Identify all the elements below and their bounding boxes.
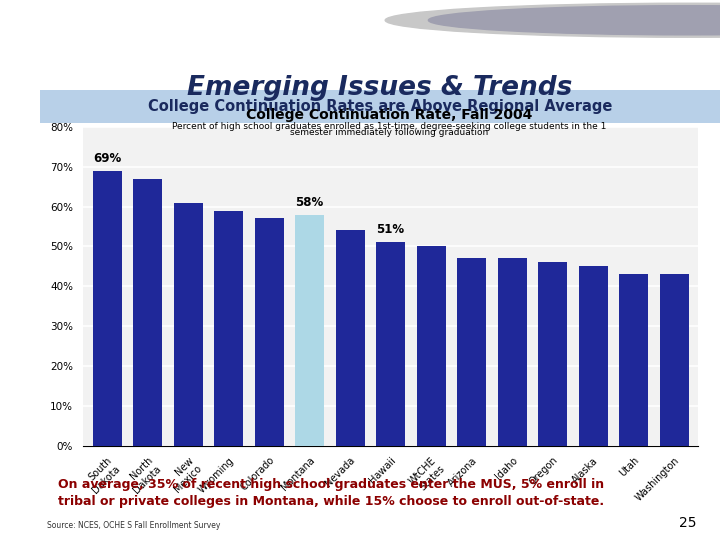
Circle shape: [385, 3, 720, 37]
Text: Percent of high school graduates enrolled as 1st-time, degree-seeking college st: Percent of high school graduates enrolle…: [171, 122, 606, 131]
Bar: [660, 274, 689, 446]
Text: College Continuation Rates are Above Regional Average: College Continuation Rates are Above Reg…: [148, 99, 612, 114]
Bar: [295, 214, 324, 446]
Bar: [619, 274, 648, 446]
Bar: [457, 258, 486, 446]
Circle shape: [428, 5, 720, 35]
Bar: [416, 246, 446, 446]
Text: College Continuation Rate, Fall 2004: College Continuation Rate, Fall 2004: [246, 107, 532, 122]
Text: semester immediately following graduation: semester immediately following graduatio…: [289, 128, 488, 137]
Bar: [174, 202, 203, 446]
Bar: [538, 262, 567, 446]
Text: 51%: 51%: [377, 224, 405, 237]
Text: 69%: 69%: [93, 152, 121, 165]
Bar: [255, 219, 284, 446]
Text: MONTANA UNIVERSITY SYSTEM: MONTANA UNIVERSITY SYSTEM: [184, 11, 478, 29]
Bar: [214, 211, 243, 446]
Text: Source: NCES, OCHE S Fall Enrollment Survey: Source: NCES, OCHE S Fall Enrollment Sur…: [47, 521, 220, 530]
Bar: [498, 258, 527, 446]
Bar: [376, 242, 405, 446]
Text: 25: 25: [680, 516, 697, 530]
Text: Emerging Issues & Trends: Emerging Issues & Trends: [187, 75, 572, 101]
Text: back: back: [6, 492, 33, 503]
Bar: [40, 91, 720, 123]
Bar: [579, 266, 608, 445]
Text: On average, 35% of recent high school graduates enter the MUS, 5% enroll in
trib: On average, 35% of recent high school gr…: [58, 478, 604, 508]
Bar: [336, 231, 364, 446]
Text: 58%: 58%: [295, 195, 324, 208]
Bar: [133, 179, 162, 446]
Bar: [92, 171, 122, 446]
